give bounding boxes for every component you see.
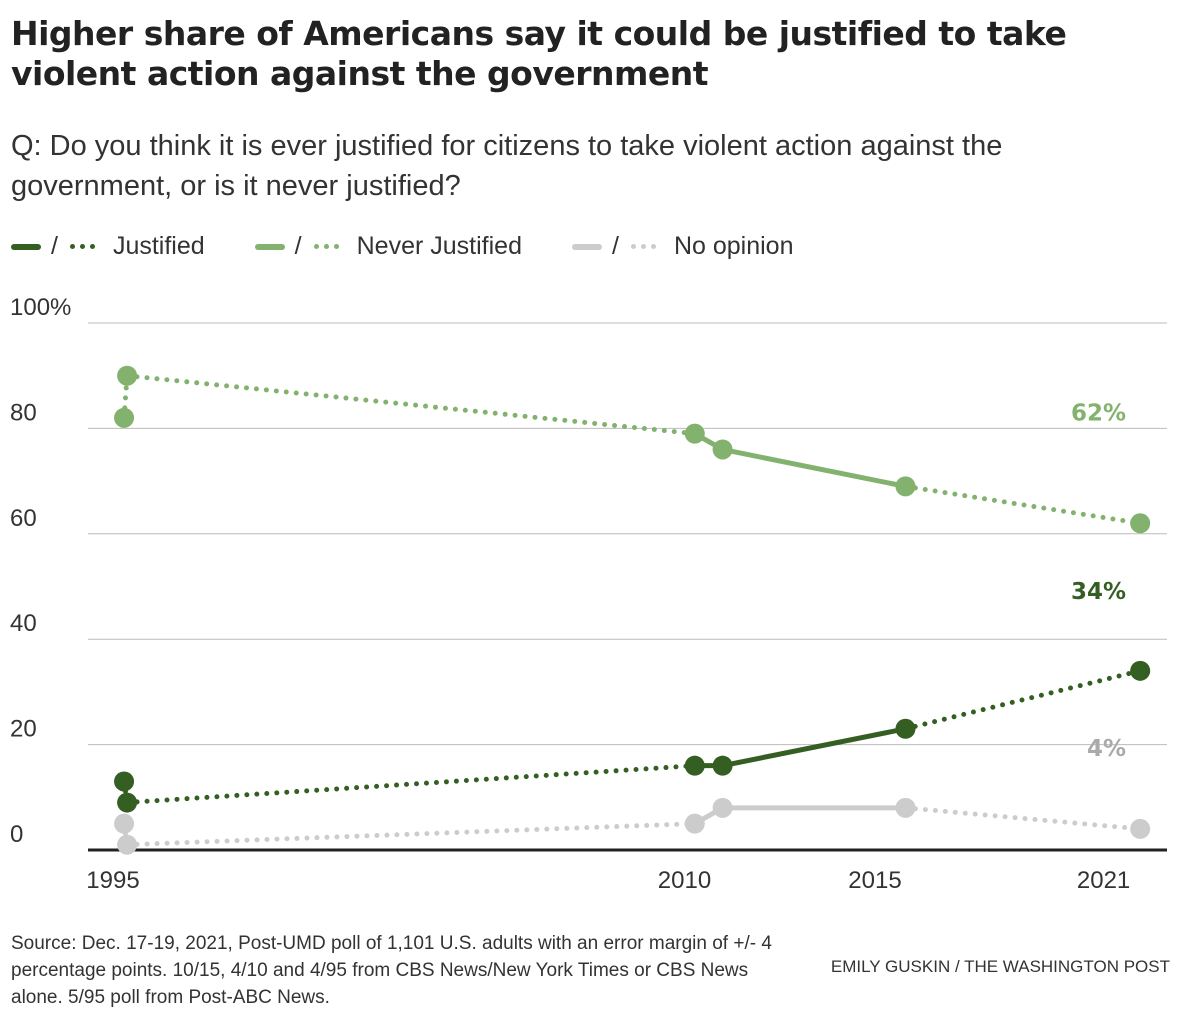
- legend-item: / No opinion: [571, 232, 794, 261]
- data-point: [114, 407, 135, 428]
- solid-swatch: [571, 243, 602, 250]
- x-tick-label: 2015: [848, 867, 901, 894]
- x-tick-label: 2021: [1077, 867, 1130, 894]
- series-segment: [720, 726, 908, 769]
- data-point: [895, 476, 916, 497]
- series-segment: [902, 805, 1143, 832]
- series-segment: [902, 668, 1143, 732]
- data-point: [117, 792, 138, 813]
- x-tick-label: 2010: [658, 867, 711, 894]
- chart-title: Higher share of Americans say it could b…: [11, 14, 1067, 93]
- series-segment: [902, 483, 1143, 526]
- series-segment: [124, 821, 698, 848]
- series-segment: [121, 373, 130, 421]
- data-point: [684, 813, 705, 834]
- data-point: [1130, 818, 1151, 839]
- legend: / Justified / Never Justified / No opinion: [11, 232, 843, 261]
- data-point: [1130, 660, 1151, 681]
- series-segment: [124, 373, 698, 437]
- dotted-swatch: [69, 244, 95, 249]
- y-tick-label: 40: [10, 610, 37, 637]
- y-tick-label: 80: [10, 399, 37, 426]
- series-segment: [124, 763, 698, 806]
- y-tick-label: 60: [10, 505, 37, 532]
- data-point: [895, 797, 916, 818]
- end-label: 4%: [1087, 736, 1126, 762]
- data-point: [684, 423, 705, 444]
- dotted-swatch: [630, 244, 656, 249]
- y-tick-label: 0: [10, 821, 23, 848]
- end-label: 62%: [1071, 400, 1126, 426]
- data-point: [114, 813, 135, 834]
- legend-separator: /: [51, 232, 58, 260]
- data-point: [684, 755, 705, 776]
- data-point: [712, 755, 733, 776]
- data-point: [117, 365, 138, 386]
- x-tick-label: 1995: [86, 867, 139, 894]
- data-point: [712, 797, 733, 818]
- series-segment: [720, 446, 908, 489]
- source-note: Source: Dec. 17-19, 2021, Post-UMD poll …: [11, 933, 772, 1008]
- line-chart: 0 20 40 60 80 100% 1995 2010 2015 2021 4% 62% 34%: [10, 294, 1167, 894]
- legend-label: Justified: [112, 232, 205, 260]
- data-point: [114, 771, 135, 792]
- legend-label: Never Justified: [356, 232, 522, 260]
- end-label: 34%: [1071, 579, 1126, 605]
- solid-swatch: [254, 243, 285, 250]
- data-point: [1130, 513, 1151, 534]
- legend-label: No opinion: [673, 232, 794, 260]
- solid-swatch: [11, 243, 41, 250]
- y-tick-label: 20: [10, 716, 37, 743]
- legend-separator: /: [611, 232, 619, 260]
- chart-subtitle: Q: Do you think it is ever justified for…: [11, 130, 1003, 202]
- credit: EMILY GUSKIN / THE WASHINGTON POST: [830, 957, 1170, 976]
- data-point: [117, 834, 138, 855]
- legend-separator: /: [294, 232, 302, 260]
- dotted-swatch: [313, 244, 339, 249]
- data-point: [895, 718, 916, 739]
- data-point: [712, 439, 733, 460]
- legend-item: / Justified: [11, 232, 205, 261]
- legend-item: / Never Justified: [254, 232, 522, 261]
- y-tick-label: 100%: [10, 294, 71, 321]
